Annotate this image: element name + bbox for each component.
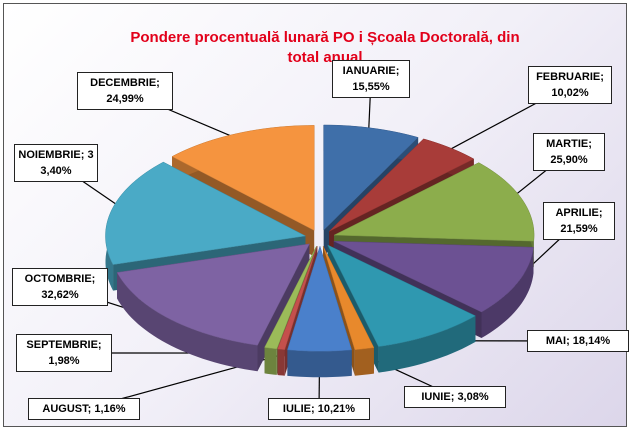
label-separator: ; xyxy=(588,138,592,150)
slice-wall xyxy=(287,349,352,378)
label-category: IULIE xyxy=(282,403,312,415)
data-label: MAI; 18,14% xyxy=(527,330,629,352)
slice-top xyxy=(328,138,475,232)
label-category: SEPTEMBRIE xyxy=(26,339,98,351)
slice-top xyxy=(277,246,318,350)
slice-top xyxy=(171,125,315,231)
slice-top xyxy=(327,244,476,347)
label-separator: ; xyxy=(97,339,102,351)
data-label: OCTOMBRIE; 32,62% xyxy=(12,268,108,306)
label-category: AUGUST xyxy=(42,403,88,415)
label-category: NOIEMBRIE xyxy=(18,149,81,161)
label-separator: ; xyxy=(566,335,570,347)
data-label: IULIE; 10,21% xyxy=(268,398,370,420)
label-value: 33,40% xyxy=(40,149,94,177)
data-label: DECEMBRIE; 24,99% xyxy=(77,72,173,110)
slice-top xyxy=(333,162,535,242)
data-label: IANUARIE; 15,55% xyxy=(332,60,410,98)
label-separator: ; xyxy=(87,403,92,415)
slice-wall xyxy=(117,272,258,372)
slice-top xyxy=(116,243,310,346)
label-value: 10,02% xyxy=(551,87,589,99)
slice xyxy=(116,243,310,372)
label-separator: ; xyxy=(156,77,160,89)
slice-wall xyxy=(378,315,476,373)
data-label: NOIEMBRIE; 33,40% xyxy=(14,144,98,182)
label-category: APRILIE xyxy=(555,207,599,219)
slice-top xyxy=(105,161,307,265)
label-value: 32,62% xyxy=(41,289,79,301)
label-value: 15,55% xyxy=(352,81,390,93)
label-value: 25,90% xyxy=(550,154,588,166)
label-value: 1,98% xyxy=(48,355,80,367)
data-label: FEBRUARIE; 10,02% xyxy=(528,66,612,104)
label-value: 18,14% xyxy=(572,335,611,347)
label-separator: ; xyxy=(395,65,400,77)
slice xyxy=(287,245,353,378)
label-category: MAI xyxy=(545,335,567,347)
slice-wall xyxy=(277,349,285,376)
label-separator: ; xyxy=(450,391,455,403)
label-separator: ; xyxy=(598,207,603,219)
label-value: 3,08% xyxy=(457,391,489,403)
label-separator: ; xyxy=(91,273,96,285)
label-category: FEBRUARIE xyxy=(536,71,601,83)
label-separator: ; xyxy=(80,149,85,161)
chart-title: Pondere procentuală lunară PO i Școala D… xyxy=(130,29,520,66)
label-category: DECEMBRIE xyxy=(90,77,157,89)
slice-top xyxy=(322,245,375,351)
slice-top xyxy=(264,245,317,350)
data-label: MARTIE; 25,90% xyxy=(533,133,605,171)
label-value: 24,99% xyxy=(106,93,144,105)
label-value: 1,16% xyxy=(94,403,126,415)
slice-top xyxy=(323,124,419,231)
label-category: OCTOMBRIE xyxy=(24,273,92,285)
label-value: 21,59% xyxy=(560,223,598,235)
slice-wall xyxy=(354,347,374,376)
slice-wall xyxy=(481,247,534,339)
slice-wall xyxy=(264,347,277,375)
label-category: IUNIE xyxy=(421,391,451,403)
data-label: SEPTEMBRIE; 1,98% xyxy=(16,334,112,372)
data-label: APRILIE; 21,59% xyxy=(543,202,615,240)
slice-top xyxy=(287,245,353,352)
data-label: AUGUST; 1,16% xyxy=(28,398,140,420)
slice-top xyxy=(333,240,534,313)
label-separator: ; xyxy=(311,403,315,415)
label-category: MARTIE xyxy=(546,138,589,150)
label-separator: ; xyxy=(600,71,604,83)
label-value: 10,21% xyxy=(317,403,356,415)
data-label: IUNIE; 3,08% xyxy=(404,386,506,408)
label-category: IANUARIE xyxy=(342,65,396,77)
